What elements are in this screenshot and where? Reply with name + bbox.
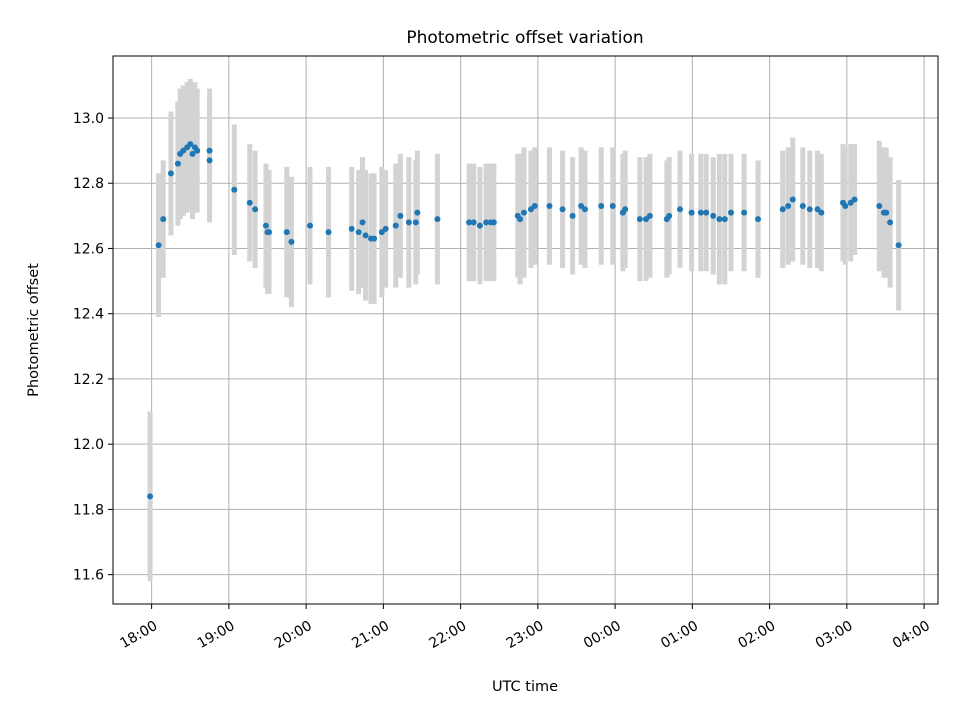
data-point (851, 196, 858, 203)
data-point (306, 222, 313, 229)
data-point (283, 229, 290, 236)
data-point (466, 219, 473, 226)
data-point (622, 206, 629, 213)
data-point (194, 147, 201, 154)
data-point (414, 209, 421, 216)
y-tick-label: 12.6 (73, 241, 104, 257)
data-point (703, 209, 710, 216)
data-point (288, 238, 295, 245)
data-point (609, 203, 616, 210)
data-point (434, 216, 441, 223)
data-point (231, 186, 238, 193)
data-point (697, 209, 704, 216)
y-tick-label: 11.8 (73, 502, 104, 518)
data-point (531, 203, 538, 210)
y-tick-label: 13.0 (73, 111, 104, 127)
plot-frame (112, 55, 939, 605)
x-axis-label: UTC time (492, 679, 558, 695)
data-point (362, 232, 369, 239)
y-axis-ticks: 11.6 11.8 12.0 12.2 12.4 12.6 12.8 13.0 (73, 111, 113, 584)
y-tick-label: 12.2 (73, 372, 104, 388)
data-point (160, 216, 167, 223)
y-tick-label: 12.0 (73, 437, 104, 453)
y-axis-label: Photometric offset (26, 263, 42, 397)
data-point (895, 242, 902, 249)
data-point (174, 160, 181, 167)
data-point (755, 216, 762, 223)
data-point (727, 209, 734, 216)
data-point (167, 170, 174, 177)
data-point (371, 235, 378, 242)
data-point (264, 229, 271, 236)
data-point (262, 222, 269, 229)
data-point (325, 229, 332, 236)
data-point (355, 229, 362, 236)
data-point (799, 203, 806, 210)
data-point (405, 219, 412, 226)
data-point (348, 225, 355, 232)
data-point (883, 209, 890, 216)
data-point (598, 203, 605, 210)
data-point (359, 219, 366, 226)
data-point (490, 219, 497, 226)
data-point (806, 206, 813, 213)
data-point (676, 206, 683, 213)
data-point (517, 216, 524, 223)
data-point (382, 225, 389, 232)
data-point (470, 219, 477, 226)
data-point (206, 147, 213, 154)
data-point (842, 203, 849, 210)
data-points (147, 141, 902, 500)
y-tick-label: 12.4 (73, 307, 104, 323)
data-point (581, 206, 588, 213)
data-point (636, 216, 643, 223)
data-point (252, 206, 259, 213)
data-point (483, 219, 490, 226)
data-point (646, 212, 653, 219)
data-point (246, 199, 253, 206)
y-tick-label: 12.8 (73, 176, 104, 192)
data-point (876, 203, 883, 210)
data-point (716, 216, 723, 223)
data-point (785, 203, 792, 210)
data-point (476, 222, 483, 229)
chart-title: Photometric offset variation (406, 28, 643, 48)
data-point (187, 141, 194, 148)
y-tick-label: 11.6 (73, 568, 104, 584)
data-point (789, 196, 796, 203)
data-point (189, 150, 196, 157)
data-point (666, 212, 673, 219)
data-point (559, 206, 566, 213)
data-point (887, 219, 894, 226)
data-point (412, 219, 419, 226)
data-point (397, 212, 404, 219)
data-point (779, 206, 786, 213)
data-point (741, 209, 748, 216)
data-point (546, 203, 553, 210)
data-point (147, 493, 154, 500)
data-point (818, 209, 825, 216)
data-point (721, 216, 728, 223)
data-point (710, 212, 717, 219)
data-point (569, 212, 576, 219)
data-point (688, 209, 695, 216)
data-point (206, 157, 213, 164)
data-point (155, 242, 162, 249)
data-point (520, 209, 527, 216)
data-point (392, 222, 399, 229)
